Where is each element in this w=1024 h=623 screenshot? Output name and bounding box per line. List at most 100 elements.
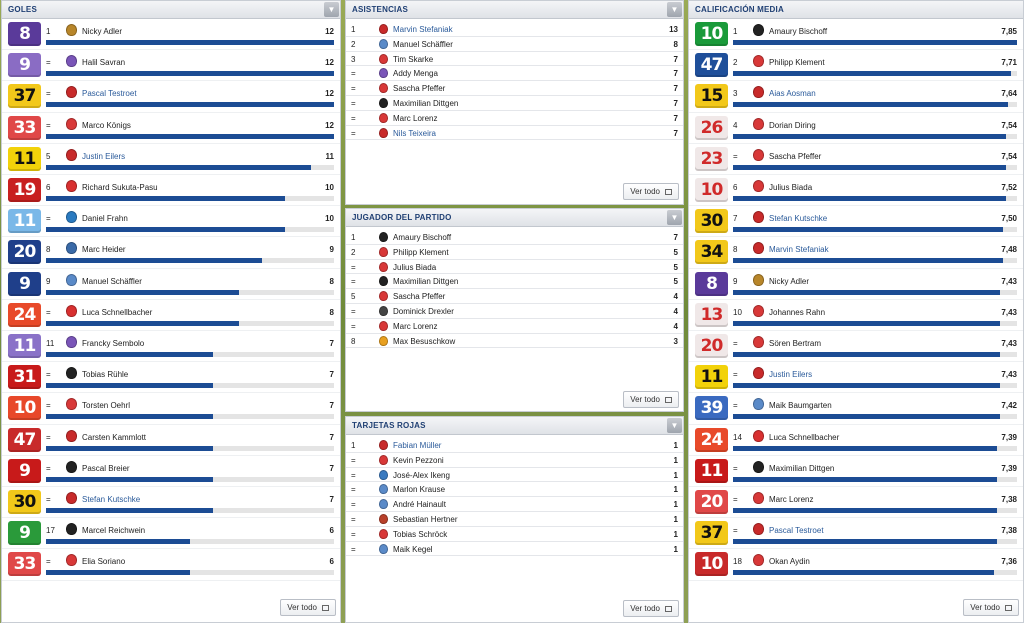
list-item[interactable]: 1 Marvin Stefaniak 13 <box>346 22 683 37</box>
list-item[interactable]: = Marlon Krause 1 <box>346 482 683 498</box>
player-name[interactable]: Marvin Stefaniak <box>393 25 453 34</box>
club-crest-icon <box>379 528 388 539</box>
player-row[interactable]: 10 1 Amaury Bischoff 7,85 <box>689 19 1023 51</box>
player-row[interactable]: 24 = Luca Schnellbacher 8 <box>2 300 340 331</box>
player-row[interactable]: 8 1 Nicky Adler 12 <box>2 19 340 51</box>
stat-value: 1 <box>673 470 678 480</box>
player-name[interactable]: Stefan Kutschke <box>82 495 141 504</box>
list-item[interactable]: = Nils Teixeira 7 <box>346 126 683 141</box>
player-row[interactable]: 9 = Halil Savran 12 <box>2 50 340 82</box>
stat-bar-fill <box>733 445 998 451</box>
list-item[interactable]: 3 Tim Skarke 7 <box>346 52 683 67</box>
list-item[interactable]: = Maximilian Dittgen 7 <box>346 96 683 111</box>
rank-label: = <box>351 69 356 79</box>
player-row[interactable]: 30 = Stefan Kutschke 7 <box>2 487 340 519</box>
player-name[interactable]: Fabian Müller <box>393 441 442 450</box>
player-row[interactable]: 30 7 Stefan Kutschke 7,50 <box>689 206 1023 238</box>
player-name: Max Besuschkow <box>393 336 456 346</box>
list-item[interactable]: = Maximilian Dittgen 5 <box>346 274 683 290</box>
player-row[interactable]: 33 = Marco Königs 12 <box>2 113 340 144</box>
list-item[interactable]: = Tobias Schröck 1 <box>346 527 683 542</box>
list-item[interactable]: 1 Amaury Bischoff 7 <box>346 230 683 245</box>
list-item[interactable]: 2 Manuel Schäffler 8 <box>346 37 683 52</box>
player-name: Sascha Pfeffer <box>769 151 822 161</box>
list-item[interactable]: = Kevin Pezzoni 1 <box>346 453 683 468</box>
player-name[interactable]: Aias Aosman <box>769 89 816 99</box>
player-row[interactable]: 34 8 Marvin Stefaniak 7,48 <box>689 237 1023 269</box>
player-name[interactable]: Marvin Stefaniak <box>769 245 829 255</box>
list-item[interactable]: = José-Alex Ikeng 1 <box>346 468 683 483</box>
club-crest-icon <box>66 367 77 380</box>
player-name[interactable]: Pascal Testroet <box>82 89 137 99</box>
shirt-number-badge: 10 <box>695 22 728 46</box>
stat-bar <box>46 445 334 451</box>
club-crest-icon <box>66 554 77 567</box>
player-row[interactable]: 13 10 Johannes Rahn 7,43 <box>689 300 1023 331</box>
list-item[interactable]: = Maik Kegel 1 <box>346 542 683 557</box>
player-row[interactable]: 39 = Maik Baumgarten 7,42 <box>689 393 1023 425</box>
player-row[interactable]: 10 18 Okan Aydin 7,36 <box>689 549 1023 581</box>
list-item[interactable]: 8 Max Besuschkow 3 <box>346 334 683 349</box>
player-row[interactable]: 11 = Justin Eilers 7,43 <box>689 362 1023 394</box>
chevron-down-icon[interactable]: ▼ <box>667 210 682 225</box>
player-row[interactable]: 11 5 Justin Eilers 11 <box>2 144 340 175</box>
see-all-button[interactable]: Ver todo <box>623 600 679 617</box>
player-row[interactable]: 9 = Pascal Breier 7 <box>2 456 340 487</box>
chevron-down-icon[interactable]: ▼ <box>667 2 682 17</box>
player-row[interactable]: 9 17 Marcel Reichwein 6 <box>2 518 340 550</box>
player-row[interactable]: 47 2 Philipp Klement 7,71 <box>689 50 1023 82</box>
list-item[interactable]: = André Hainault 1 <box>346 497 683 512</box>
player-name[interactable]: Justin Eilers <box>769 370 813 380</box>
list-item[interactable]: = Dominick Drexler 4 <box>346 304 683 319</box>
player-row[interactable]: 37 = Pascal Testroet 7,38 <box>689 518 1023 550</box>
player-row[interactable]: 10 6 Julius Biada 7,52 <box>689 175 1023 207</box>
player-name: Pascal Breier <box>82 463 130 473</box>
player-row[interactable]: 20 = Sören Bertram 7,43 <box>689 331 1023 363</box>
player-row[interactable]: 20 8 Marc Heider 9 <box>2 237 340 269</box>
club-crest-icon <box>753 336 764 348</box>
stat-value: 7 <box>673 69 678 79</box>
list-item[interactable]: = Marc Lorenz 7 <box>346 111 683 126</box>
player-row[interactable]: 19 6 Richard Sukuta-Pasu 10 <box>2 175 340 207</box>
see-all-button[interactable]: Ver todo <box>963 599 1019 616</box>
see-all-button[interactable]: Ver todo <box>280 599 336 616</box>
stat-bar-fill <box>733 164 1006 170</box>
player-row[interactable]: 10 = Torsten Oehrl 7 <box>2 393 340 425</box>
player-row[interactable]: 11 = Maximilian Dittgen 7,39 <box>689 456 1023 487</box>
chevron-down-icon[interactable]: ▼ <box>324 2 339 17</box>
stat-value: 7,39 <box>1001 463 1017 473</box>
player-name[interactable]: Pascal Testroet <box>769 526 824 536</box>
list-item[interactable]: = Julius Biada 5 <box>346 260 683 275</box>
player-row[interactable]: 23 = Sascha Pfeffer 7,54 <box>689 144 1023 175</box>
see-all-button[interactable]: Ver todo <box>623 391 679 408</box>
player-row[interactable]: 11 11 Francky Sembolo 7 <box>2 331 340 363</box>
player-row[interactable]: 24 14 Luca Schnellbacher 7,39 <box>689 425 1023 456</box>
rank-label: 17 <box>46 526 55 536</box>
list-item[interactable]: 1 Fabian Müller 1 <box>346 438 683 453</box>
player-row[interactable]: 31 = Tobias Rühle 7 <box>2 362 340 394</box>
player-name[interactable]: Stefan Kutschke <box>769 214 828 224</box>
player-row[interactable]: 33 = Elia Soriano 6 <box>2 549 340 581</box>
player-name[interactable]: Nils Teixeira <box>393 128 436 138</box>
shirt-number-badge: 9 <box>8 271 41 296</box>
player-row[interactable]: 15 3 Aias Aosman 7,64 <box>689 81 1023 113</box>
list-item[interactable]: = Sebastian Hertner 1 <box>346 512 683 527</box>
list-item[interactable]: = Marc Lorenz 4 <box>346 319 683 334</box>
stat-value: 7,54 <box>1001 120 1017 130</box>
chevron-down-icon[interactable]: ▼ <box>667 418 682 433</box>
see-all-button[interactable]: Ver todo <box>623 183 679 200</box>
player-row[interactable]: 26 4 Dorian Diring 7,54 <box>689 113 1023 144</box>
player-row[interactable]: 20 = Marc Lorenz 7,38 <box>689 487 1023 519</box>
list-item[interactable]: = Addy Menga 7 <box>346 66 683 82</box>
player-name: Marc Lorenz <box>393 113 438 123</box>
player-row[interactable]: 47 = Carsten Kammlott 7 <box>2 425 340 456</box>
player-row[interactable]: 8 9 Nicky Adler 7,43 <box>689 269 1023 300</box>
player-row[interactable]: 11 = Daniel Frahn 10 <box>2 206 340 238</box>
list-item[interactable]: 5 Sascha Pfeffer 4 <box>346 289 683 304</box>
player-name[interactable]: Justin Eilers <box>82 151 126 161</box>
stat-bar-fill <box>46 289 239 295</box>
player-row[interactable]: 9 9 Manuel Schäffler 8 <box>2 269 340 300</box>
list-item[interactable]: = Sascha Pfeffer 7 <box>346 81 683 96</box>
list-item[interactable]: 2 Philipp Klement 5 <box>346 245 683 260</box>
player-row[interactable]: 37 = Pascal Testroet 12 <box>2 81 340 113</box>
